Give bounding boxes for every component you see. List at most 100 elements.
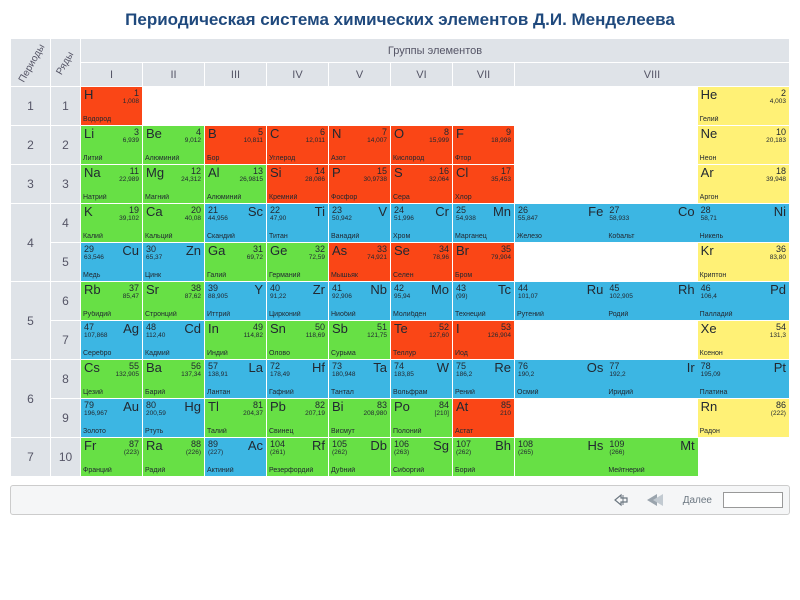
element-Kr[interactable]: Kr3683,80Криптон (698, 243, 789, 281)
element-symbol: Mo (431, 283, 449, 297)
element-Os[interactable]: Os76190,2Осмий (515, 360, 606, 398)
element-Ta[interactable]: Ta73180,948Тантал (329, 360, 390, 398)
element-symbol: Ta (373, 361, 387, 375)
element-Pd[interactable]: Pd46106,4Палладий (698, 282, 789, 320)
element-Hs[interactable]: Hs108(265) (515, 438, 606, 476)
element-Ac[interactable]: Ac89(227)Актиний (205, 438, 266, 476)
element-Bh[interactable]: Bh107(262)Борий (453, 438, 514, 476)
element-Fr[interactable]: Fr87(223)Франций (81, 438, 142, 476)
element-Po[interactable]: Po84[210]Полоний (391, 399, 452, 437)
element-Se[interactable]: Se3478,96Селен (391, 243, 452, 281)
element-symbol: Ac (248, 439, 263, 453)
element-Sn[interactable]: Sn50118,69Олово (267, 321, 328, 359)
element-H[interactable]: H11,008Водород (81, 87, 142, 125)
element-In[interactable]: In49114,82Индий (205, 321, 266, 359)
element-Zn[interactable]: Zn3065,37Цинк (143, 243, 204, 281)
element-Cd[interactable]: Cd48112,40Кадмий (143, 321, 204, 359)
element-Nb[interactable]: Nb4192,906Ниобий (329, 282, 390, 320)
element-Pb[interactable]: Pb82207,19Свинец (267, 399, 328, 437)
element-V[interactable]: V2350,942Ванадий (329, 204, 390, 242)
element-mass: 18,998 (491, 137, 511, 144)
element-Tl[interactable]: Tl81204,37Талий (205, 399, 266, 437)
element-Ba[interactable]: Ba56137,34Барий (143, 360, 204, 398)
element-Br[interactable]: Br3579,904Бром (453, 243, 514, 281)
element-mass: 79,904 (491, 254, 511, 261)
element-Na[interactable]: Na1122,989Натрий (81, 165, 142, 203)
prev-button[interactable] (640, 491, 672, 509)
cell-Hg: Hg80200,59Ртуть (143, 399, 205, 438)
element-La[interactable]: La57138,91Лантан (205, 360, 266, 398)
element-Rf[interactable]: Rf104(261)Резерфордий (267, 438, 328, 476)
return-button[interactable] (606, 490, 636, 510)
element-Mn[interactable]: Mn2554,938Марганец (453, 204, 514, 242)
element-Ge[interactable]: Ge3272,59Германий (267, 243, 328, 281)
element-Au[interactable]: Au79196,967Золото (81, 399, 142, 437)
element-Ca[interactable]: Ca2040,08Кальций (143, 204, 204, 242)
element-Db[interactable]: Db105(262)Дубний (329, 438, 390, 476)
element-mass: 35,453 (491, 176, 511, 183)
element-Rh[interactable]: Rh45102,905Родий (606, 282, 697, 320)
element-N[interactable]: N714,007Азот (329, 126, 390, 164)
element-Ag[interactable]: Ag47107,868Серебро (81, 321, 142, 359)
element-Rb[interactable]: Rb3785,47Рубидий (81, 282, 142, 320)
element-Ir[interactable]: Ir77192,2Иридий (606, 360, 697, 398)
element-B[interactable]: B510,811Бор (205, 126, 266, 164)
element-W[interactable]: W74183,85Вольфрам (391, 360, 452, 398)
element-Mo[interactable]: Mo4295,94Молибден (391, 282, 452, 320)
element-Cl[interactable]: Cl1735,453Хлор (453, 165, 514, 203)
element-mass: (262) (332, 449, 347, 456)
element-Fe[interactable]: Fe2655,847Железо (515, 204, 606, 242)
element-Mt[interactable]: Mt109(266)Мейтнерий (606, 438, 697, 476)
element-C[interactable]: C612,011Углерод (267, 126, 328, 164)
element-Sc[interactable]: Sc2144,956Скандий (205, 204, 266, 242)
element-Xe[interactable]: Xe54131,3Ксенон (698, 321, 789, 359)
element-P[interactable]: P1530,9738Фосфор (329, 165, 390, 203)
row-1: 1 (51, 87, 81, 126)
element-symbol: Li (84, 127, 94, 141)
element-Ti[interactable]: Ti2247,90Титан (267, 204, 328, 242)
element-Sb[interactable]: Sb51121,75Сурьма (329, 321, 390, 359)
element-Si[interactable]: Si1428,086Кремний (267, 165, 328, 203)
element-Cu[interactable]: Cu2963,546Медь (81, 243, 142, 281)
element-Tc[interactable]: Tc43(99)Технеций (453, 282, 514, 320)
element-Re[interactable]: Re75186,2Рений (453, 360, 514, 398)
element-Cs[interactable]: Cs55132,905Цезий (81, 360, 142, 398)
cell-H: H11,008Водород (81, 87, 143, 126)
element-Ne[interactable]: Ne1020,183Неон (698, 126, 789, 164)
next-button[interactable]: Далее (676, 492, 719, 509)
element-O[interactable]: O815,999Кислород (391, 126, 452, 164)
element-Te[interactable]: Te52127,60Теллур (391, 321, 452, 359)
element-Hf[interactable]: Hf72178,49Гафний (267, 360, 328, 398)
element-Sg[interactable]: Sg106(263)Сиборгий (391, 438, 452, 476)
cell-Sc: Sc2144,956Скандий (205, 204, 267, 243)
element-symbol: Zn (186, 244, 201, 258)
element-Mg[interactable]: Mg1224,312Магний (143, 165, 204, 203)
element-Li[interactable]: Li36,939Литий (81, 126, 142, 164)
element-Ra[interactable]: Ra88(226)Радий (143, 438, 204, 476)
element-Cr[interactable]: Cr2451,996Хром (391, 204, 452, 242)
element-Ni[interactable]: Ni2858,71Никель (698, 204, 789, 242)
element-Ga[interactable]: Ga3169,72Галий (205, 243, 266, 281)
element-Y[interactable]: Y3988,905Иттрий (205, 282, 266, 320)
element-Sr[interactable]: Sr3887,62Стронций (143, 282, 204, 320)
element-Zr[interactable]: Zr4091,22Цирконий (267, 282, 328, 320)
element-Ar[interactable]: Ar1839,948Аргон (698, 165, 789, 203)
element-Rn[interactable]: Rn86(222)Радон (698, 399, 789, 437)
element-Al[interactable]: Al1326,9815Алюминий (205, 165, 266, 203)
element-I[interactable]: I53126,904Иод (453, 321, 514, 359)
element-Bi[interactable]: Bi83208,980Висмут (329, 399, 390, 437)
element-F[interactable]: F918,998Фтор (453, 126, 514, 164)
cell-Si: Si1428,086Кремний (267, 165, 329, 204)
element-As[interactable]: As3374,921Мышьяк (329, 243, 390, 281)
element-Hg[interactable]: Hg80200,59Ртуть (143, 399, 204, 437)
element-mass: 40,08 (185, 215, 201, 222)
element-S[interactable]: S1632,064Сера (391, 165, 452, 203)
element-He[interactable]: He24,003Гелий (698, 87, 789, 125)
element-Be[interactable]: Be49,012Алюминий (143, 126, 204, 164)
element-symbol: Os (587, 361, 604, 375)
element-At[interactable]: At85210Астат (453, 399, 514, 437)
element-Co[interactable]: Co2758,933Кобальт (606, 204, 697, 242)
element-Ru[interactable]: Ru44101,07Рутений (515, 282, 606, 320)
element-Pt[interactable]: Pt78195,09Платина (698, 360, 789, 398)
element-K[interactable]: K1939,102Калий (81, 204, 142, 242)
